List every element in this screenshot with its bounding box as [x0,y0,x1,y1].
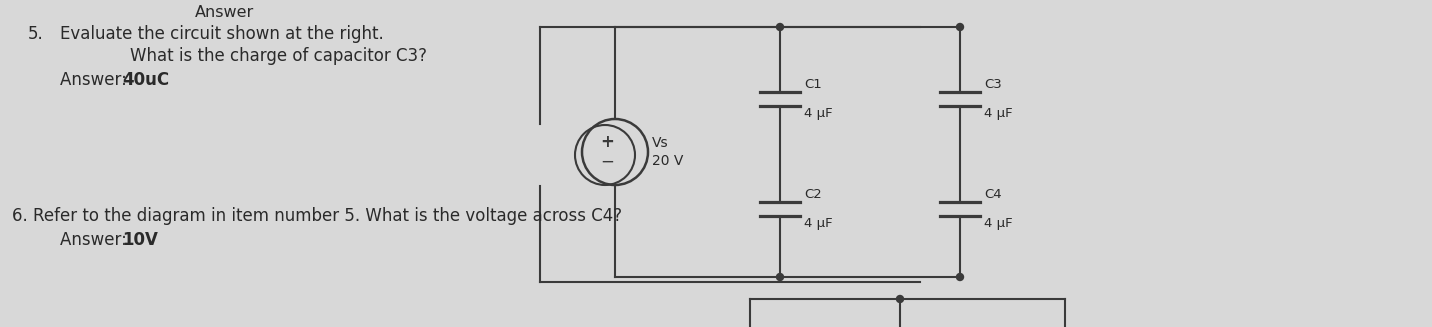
Text: 4 μF: 4 μF [984,217,1012,230]
Circle shape [957,273,964,281]
Text: C3: C3 [984,78,1002,91]
Text: What is the charge of capacitor C3?: What is the charge of capacitor C3? [130,47,427,65]
Text: Answer: Answer [195,5,255,20]
Text: Answer:: Answer: [60,71,132,89]
Text: 6. Refer to the diagram in item number 5. What is the voltage across C4?: 6. Refer to the diagram in item number 5… [11,207,621,225]
Text: Evaluate the circuit shown at the right.: Evaluate the circuit shown at the right. [60,25,384,43]
Text: 40uC: 40uC [122,71,169,89]
Text: C2: C2 [803,188,822,201]
Text: Vs: Vs [652,136,669,150]
Text: 4 μF: 4 μF [803,217,832,230]
Text: 20 V: 20 V [652,154,683,168]
Circle shape [776,273,783,281]
Text: C4: C4 [984,188,1001,201]
Text: 4 μF: 4 μF [803,107,832,120]
Text: C1: C1 [803,78,822,91]
Text: Answer:: Answer: [60,231,132,249]
Text: 10V: 10V [122,231,158,249]
Circle shape [957,24,964,30]
Text: 5.: 5. [29,25,44,43]
Text: +: + [600,133,614,151]
Circle shape [776,24,783,30]
Text: −: − [600,153,614,171]
Text: 4 μF: 4 μF [984,107,1012,120]
Circle shape [896,296,904,302]
